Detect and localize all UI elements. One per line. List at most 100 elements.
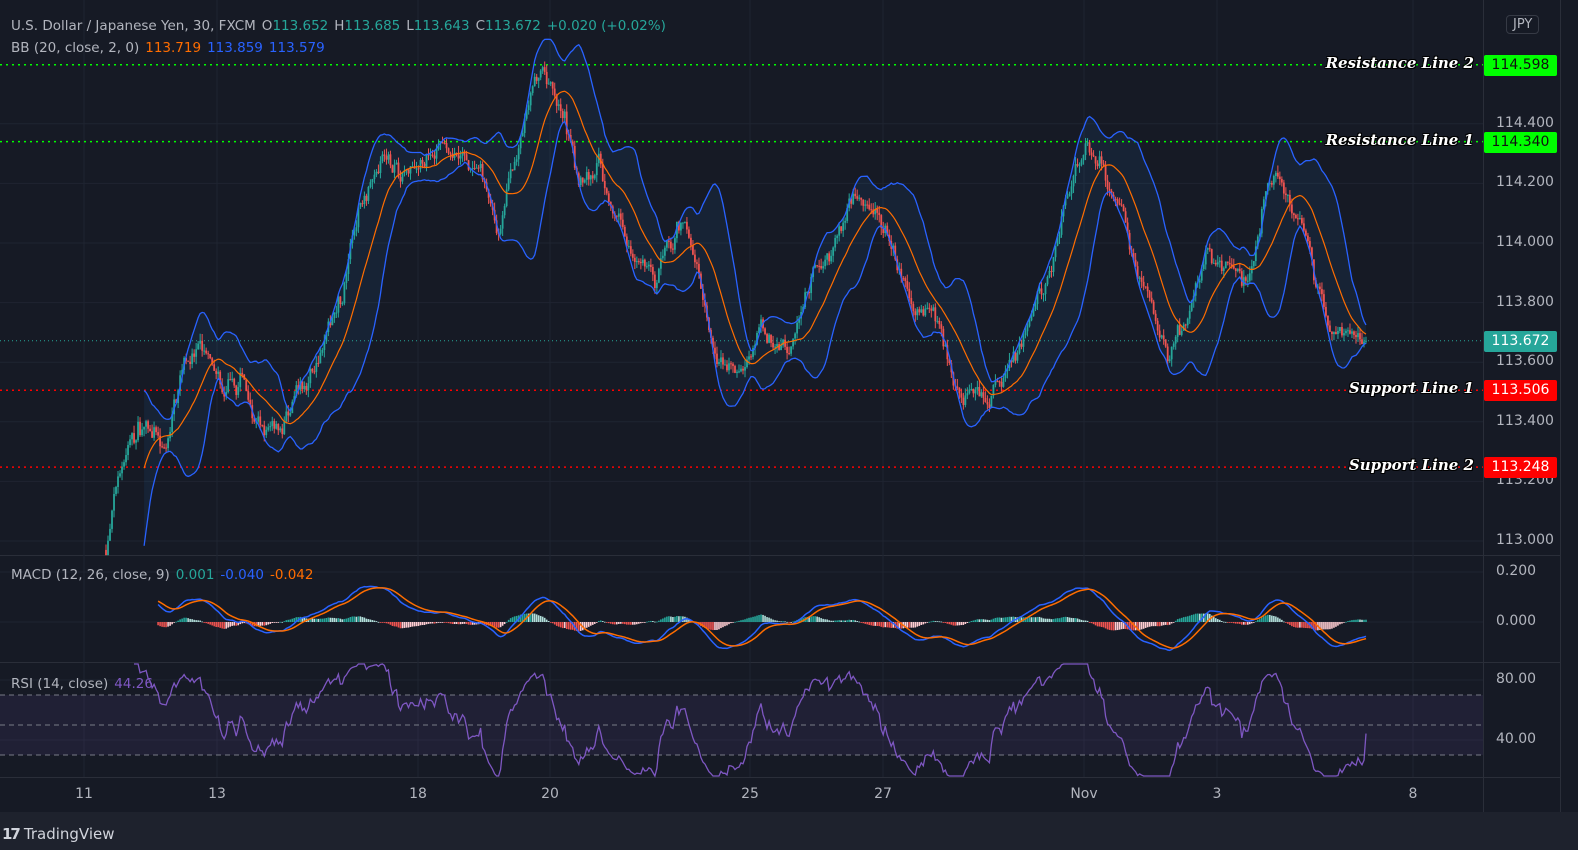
macd-histogram-bar [1114,622,1117,631]
price-tick-label: 113.400 [1496,412,1554,429]
macd-histogram-bar [756,615,758,622]
macd-histogram-bar [399,622,402,629]
candle-body [281,428,284,435]
candle-body [924,308,927,316]
macd-histogram-bar [924,622,927,624]
macd-histogram-bar [1090,622,1093,624]
tradingview-logo-icon: 17 [2,825,21,843]
candle-body [1094,156,1097,164]
macd-histogram-bar [650,620,652,622]
candle [1337,326,1339,339]
candle [1284,187,1287,203]
macd-histogram-bar [409,622,412,628]
candle-body [313,371,316,373]
macd-histogram-bar [636,622,638,625]
candle-body [117,476,119,488]
macd-histogram-bar [519,614,522,622]
macd-histogram-bar [233,622,236,626]
candle [581,177,584,187]
candle [1060,209,1063,238]
macd-histogram-bar [1162,622,1165,626]
candle-body [772,342,774,348]
candle [1042,293,1045,302]
macd-histogram-bar [934,621,937,622]
macd-histogram-bar [1100,622,1103,628]
macd-histogram-bar [1357,619,1359,622]
macd-histogram-bar [459,622,462,625]
macd-histogram-bar [674,616,676,622]
macd-histogram-bar [1016,617,1019,622]
candle [223,386,226,402]
macd-histogram-bar [944,622,947,623]
macd-histogram-bar [185,617,187,622]
candle-body [836,235,839,238]
macd-histogram-bar [1238,622,1241,624]
candle [730,361,732,370]
rsi-legend[interactable]: RSI (14, close) 44.26 [11,676,153,692]
candle-body [748,356,750,360]
candle-body [337,296,340,313]
candle-body [1214,262,1217,265]
candle [167,436,169,453]
macd-histogram-bar [1291,622,1293,627]
macd-histogram-bar [367,619,370,622]
candle [722,353,724,370]
macd-histogram-bar [1012,616,1015,622]
candle [716,346,718,368]
time-tick-label: 20 [541,786,559,802]
candle-body [1116,199,1119,204]
candle-body [1252,261,1255,267]
macd-histogram-bar [806,616,808,622]
macd-histogram-bar [1046,618,1049,622]
macd-legend[interactable]: MACD (12, 26, close, 9) 0.001 -0.040 -0.042 [11,567,314,583]
candle [684,221,686,224]
candle [629,240,632,257]
candle-body [994,381,997,385]
candle-body [970,388,973,390]
candle-body [229,379,232,381]
candle-body [1102,163,1105,166]
candle [339,296,342,308]
chart-canvas[interactable] [0,0,1578,812]
candle [1274,170,1277,183]
candle-body [369,182,372,187]
candle-body [938,320,941,325]
candle [918,306,921,316]
candle-body [1220,260,1223,272]
candle [924,304,927,317]
candle [541,65,544,74]
candle-body [323,341,326,350]
candle [591,170,594,184]
candle-body [137,421,139,441]
candle-body [1146,286,1149,292]
candle-body [1224,261,1227,269]
candle-body [1323,294,1325,307]
currency-button[interactable]: JPY [1506,15,1540,34]
macd-histogram-bar [447,622,450,624]
candle-body [742,368,744,371]
candle-body [113,493,115,511]
bb-legend[interactable]: BB (20, close, 2, 0) 113.719 113.859 113.57… [11,40,325,56]
macd-histogram-bar [311,618,314,622]
tradingview-logo[interactable]: 17 TradingView [2,825,115,843]
candle-body [744,367,746,371]
macd-histogram-bar [343,618,346,622]
candle-body [395,162,398,165]
candle-body [764,328,766,334]
candle-body [1158,330,1161,338]
candle [1156,317,1159,336]
candle-body [317,362,320,364]
candle [247,385,250,403]
candle-body [1188,310,1191,319]
candle-body [868,204,871,210]
candle-body [1268,182,1271,184]
macd-histogram-bar [1164,622,1167,625]
candle-body [179,375,182,391]
macd-histogram-bar [1010,616,1013,622]
candle-body [441,142,444,144]
candle [1214,259,1217,267]
candle [551,81,554,96]
candle [928,303,931,313]
candle-body [247,390,250,400]
macd-histogram-bar [183,617,185,622]
